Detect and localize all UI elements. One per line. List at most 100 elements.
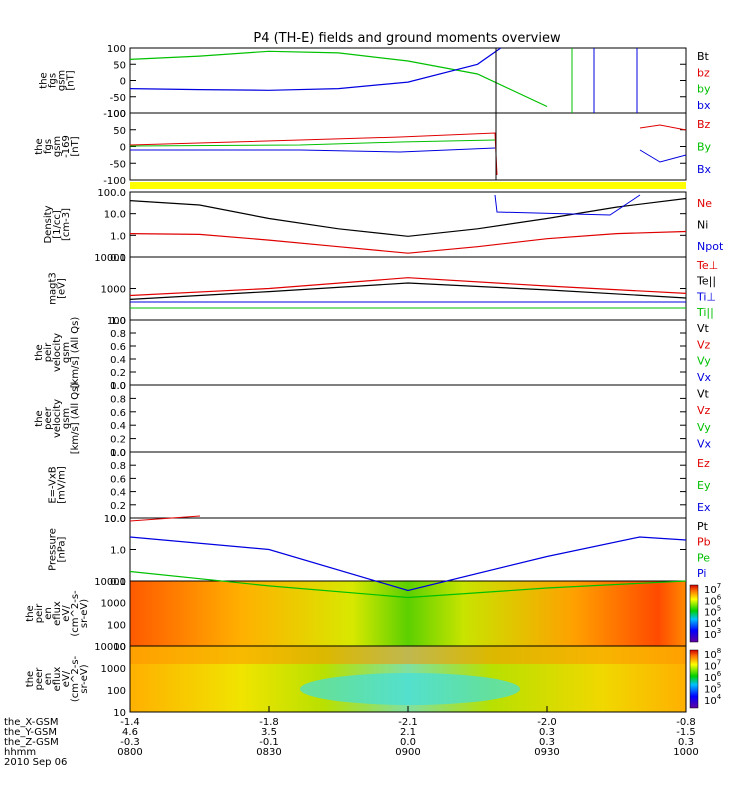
panels: 100500-50-100thefgsgsm[nT]Btbzbybx100500… [25,44,724,719]
y-axis-label: the [34,344,45,360]
y-axis-label: E=-VxB [48,466,59,503]
y-tick-label: 10000 [94,577,126,588]
y-tick-label: -50 [110,93,126,104]
y-axis-label: en [43,607,54,620]
y-axis-label: (cm^2-s- [70,655,81,702]
panel-frame [129,384,687,453]
y-axis-label: peer [34,667,45,691]
legend-entry: Vx [697,438,712,451]
y-tick-label: 0.2 [110,368,126,379]
colorbar-label: 103 [704,627,721,641]
y-axis-label: [eV] [57,278,68,299]
legend-entry: Pb [697,536,711,549]
legend-entry: Pi [697,567,706,580]
x-tick-label: -0.3 [120,737,140,748]
series-pressure-Pe [129,570,687,599]
y-axis-label: gsm [61,408,72,429]
y-axis-label: [nT] [66,70,77,90]
legend-entry: Vx [697,371,712,384]
y-tick-label: 1000 [101,285,126,296]
legend-entry: Vt [697,322,710,335]
legend-entry: Te⊥ [696,259,718,272]
y-tick-label: 0.2 [110,435,126,446]
colorbar-label: 104 [704,693,722,707]
y-axis-label: Density [43,205,54,243]
x-tick-label: -0.1 [259,737,279,748]
x-tick-label: 3.5 [261,727,277,738]
series-fgs_169-Bx-end [639,149,687,163]
panel-frame [129,451,687,519]
y-tick-label: 0.8 [110,461,126,472]
colorbar [689,649,699,709]
x-tick-label: -2.1 [398,717,418,728]
x-tick-label: 1000 [673,747,698,758]
legend-entry: Vz [697,404,711,417]
y-axis-label: [1/cc] [52,210,63,239]
y-tick-label: 100 [107,620,126,631]
y-tick-label: 0.8 [110,394,126,405]
y-axis-label: -169 [61,135,72,158]
y-axis-label: [nT] [70,136,81,156]
y-axis-label: magt3 [48,272,59,305]
series-fgs_169-Bz [129,132,498,176]
y-tick-label: 10000 [94,642,126,653]
legend-entry: Ti|| [696,306,714,319]
spectrogram-core [300,673,520,705]
legend-entry: bx [697,99,711,112]
y-tick-label: 0.1 [110,577,126,588]
legend-entry: Ey [697,479,711,492]
panel-efield: 1.0 0.8 0.6 0.4 0.2 0.0 E=-VxB[mV/m] Ez Ey Ex [48,448,711,525]
series-density-Ne [129,230,687,254]
data-gap-bar [130,182,686,189]
y-tick-label: 0.6 [110,342,126,353]
y-axis-label: [nPa] [57,536,68,562]
x-tick-label: -1.8 [259,717,279,728]
x-tick-label: -1.4 [120,717,140,728]
y-tick-label: 10 [113,642,126,653]
y-axis-label: eV/ [61,605,72,622]
y-tick-label: 10.0 [104,514,126,525]
y-axis-label: the [39,72,50,88]
series-temp-Te|| [129,282,687,300]
y-tick-label: 0.0 [110,448,126,459]
y-tick-label: 0.0 [110,381,126,392]
y-axis-label: [km/s] (All Qs) [70,317,81,389]
y-axis-label: fgs [43,139,54,154]
x-tick-label: 0.0 [400,737,416,748]
y-tick-label: 1.0 [110,381,126,392]
panel-frame [129,517,687,582]
y-tick-label: 0.4 [110,421,126,432]
y-axis-label: (cm^2-s- [70,590,81,637]
y-tick-label: 100 [107,686,126,697]
legend-entry: Pe [697,551,710,564]
y-tick-label: 100 [107,44,126,55]
x-tick-label: 0.3 [678,737,694,748]
y-tick-label: 10000 [94,253,126,264]
legend-entry: Bt [697,50,710,63]
panel-peer_vel: 1.0 0.8 0.6 0.4 0.2 0.0 thepeervelocitygsm[km/… [34,381,712,459]
legend-entry: Bx [697,163,712,176]
y-tick-label: 100 [107,316,126,327]
legend-entry: by [697,83,711,96]
x-axis-row-label: the_Z-GSM [4,737,59,748]
legend-entry: Ex [697,501,711,514]
y-tick-label: 1.0 [110,546,126,557]
legend-entry: Bz [697,118,711,131]
series-fgs-by [129,50,548,108]
y-axis-label: gsm [57,70,68,91]
x-tick-label: -2.0 [537,717,557,728]
y-axis-label: eV/ [61,670,72,687]
panel-frame [129,112,687,181]
colorbar [689,584,699,643]
legend-entry: Vy [697,355,711,368]
y-axis-label: [mV/m] [57,466,68,504]
y-tick-label: 0.4 [110,488,126,499]
series-fgs_169-By [129,139,496,147]
y-axis-label: sr-eV) [79,664,90,693]
x-tick-label: -0.8 [676,717,696,728]
spectrogram [130,581,686,646]
y-tick-label: 1000 [101,664,126,675]
x-tick-label: 0830 [256,747,281,758]
